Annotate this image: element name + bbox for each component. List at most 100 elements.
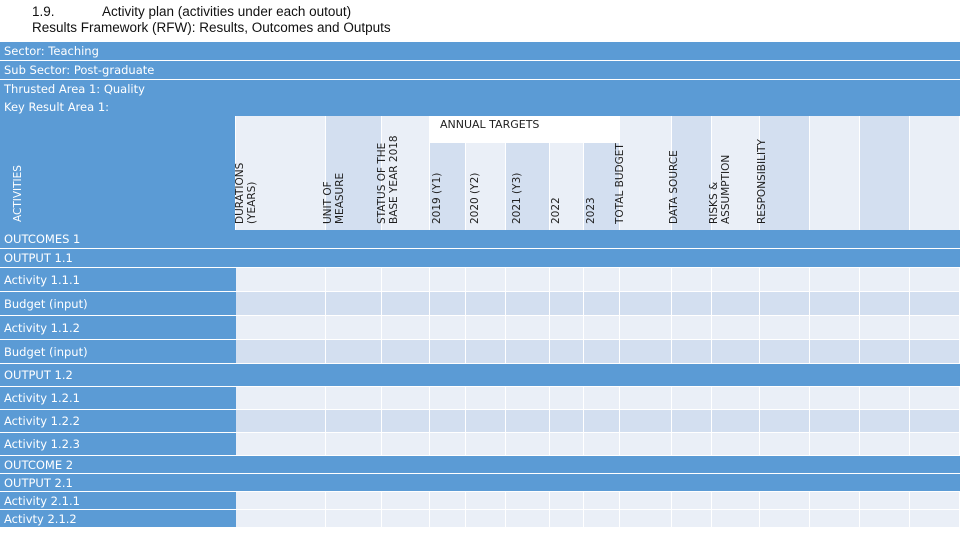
data-cell[interactable] [430, 387, 466, 410]
data-cell[interactable] [430, 492, 466, 510]
data-cell[interactable] [326, 292, 382, 316]
data-cell[interactable] [326, 387, 382, 410]
data-cell[interactable] [506, 316, 550, 340]
data-cell[interactable] [672, 340, 712, 364]
data-cell[interactable] [236, 510, 326, 528]
data-cell[interactable] [382, 268, 430, 292]
data-cell[interactable] [860, 340, 910, 364]
data-cell[interactable] [712, 316, 760, 340]
data-cell[interactable] [584, 492, 620, 510]
data-cell[interactable] [236, 387, 326, 410]
data-cell[interactable] [910, 340, 960, 364]
data-cell[interactable] [506, 268, 550, 292]
data-cell[interactable] [672, 492, 712, 510]
data-cell[interactable] [620, 387, 672, 410]
data-cell[interactable] [382, 292, 430, 316]
data-cell[interactable] [506, 410, 550, 433]
data-cell[interactable] [910, 410, 960, 433]
data-cell[interactable] [910, 387, 960, 410]
data-cell[interactable] [584, 410, 620, 433]
data-cell[interactable] [860, 268, 910, 292]
data-cell[interactable] [712, 492, 760, 510]
data-cell[interactable] [910, 292, 960, 316]
data-cell[interactable] [430, 410, 466, 433]
data-cell[interactable] [620, 340, 672, 364]
data-cell[interactable] [860, 292, 910, 316]
data-cell[interactable] [382, 433, 430, 456]
data-cell[interactable] [712, 410, 760, 433]
data-cell[interactable] [760, 268, 810, 292]
data-cell[interactable] [860, 433, 910, 456]
data-cell[interactable] [382, 340, 430, 364]
data-cell[interactable] [584, 510, 620, 528]
data-cell[interactable] [620, 492, 672, 510]
data-cell[interactable] [236, 340, 326, 364]
data-cell[interactable] [672, 316, 712, 340]
data-cell[interactable] [620, 292, 672, 316]
data-cell[interactable] [910, 510, 960, 528]
data-cell[interactable] [620, 433, 672, 456]
data-cell[interactable] [236, 316, 326, 340]
data-cell[interactable] [326, 510, 382, 528]
data-cell[interactable] [382, 410, 430, 433]
data-cell[interactable] [760, 340, 810, 364]
data-cell[interactable] [810, 387, 860, 410]
data-cell[interactable] [860, 410, 910, 433]
data-cell[interactable] [810, 292, 860, 316]
data-cell[interactable] [760, 316, 810, 340]
data-cell[interactable] [672, 268, 712, 292]
data-cell[interactable] [326, 433, 382, 456]
data-cell[interactable] [326, 340, 382, 364]
data-cell[interactable] [236, 433, 326, 456]
data-cell[interactable] [910, 433, 960, 456]
data-cell[interactable] [506, 292, 550, 316]
data-cell[interactable] [860, 387, 910, 410]
data-cell[interactable] [466, 410, 506, 433]
data-cell[interactable] [712, 433, 760, 456]
data-cell[interactable] [620, 316, 672, 340]
data-cell[interactable] [466, 433, 506, 456]
data-cell[interactable] [382, 316, 430, 340]
data-cell[interactable] [760, 387, 810, 410]
data-cell[interactable] [584, 268, 620, 292]
data-cell[interactable] [620, 510, 672, 528]
data-cell[interactable] [430, 340, 466, 364]
data-cell[interactable] [466, 316, 506, 340]
data-cell[interactable] [712, 268, 760, 292]
data-cell[interactable] [466, 387, 506, 410]
data-cell[interactable] [860, 492, 910, 510]
data-cell[interactable] [712, 340, 760, 364]
data-cell[interactable] [620, 410, 672, 433]
data-cell[interactable] [326, 410, 382, 433]
data-cell[interactable] [236, 410, 326, 433]
data-cell[interactable] [466, 510, 506, 528]
data-cell[interactable] [910, 492, 960, 510]
data-cell[interactable] [550, 387, 584, 410]
data-cell[interactable] [760, 510, 810, 528]
data-cell[interactable] [860, 510, 910, 528]
data-cell[interactable] [382, 492, 430, 510]
data-cell[interactable] [236, 268, 326, 292]
data-cell[interactable] [810, 510, 860, 528]
data-cell[interactable] [810, 316, 860, 340]
data-cell[interactable] [810, 340, 860, 364]
data-cell[interactable] [760, 492, 810, 510]
data-cell[interactable] [584, 433, 620, 456]
data-cell[interactable] [712, 387, 760, 410]
data-cell[interactable] [236, 292, 326, 316]
data-cell[interactable] [326, 316, 382, 340]
data-cell[interactable] [910, 316, 960, 340]
data-cell[interactable] [672, 292, 712, 316]
data-cell[interactable] [760, 433, 810, 456]
data-cell[interactable] [860, 316, 910, 340]
data-cell[interactable] [466, 268, 506, 292]
data-cell[interactable] [326, 268, 382, 292]
data-cell[interactable] [466, 492, 506, 510]
data-cell[interactable] [506, 433, 550, 456]
data-cell[interactable] [550, 268, 584, 292]
data-cell[interactable] [430, 292, 466, 316]
data-cell[interactable] [620, 268, 672, 292]
data-cell[interactable] [550, 340, 584, 364]
data-cell[interactable] [236, 492, 326, 510]
data-cell[interactable] [584, 340, 620, 364]
